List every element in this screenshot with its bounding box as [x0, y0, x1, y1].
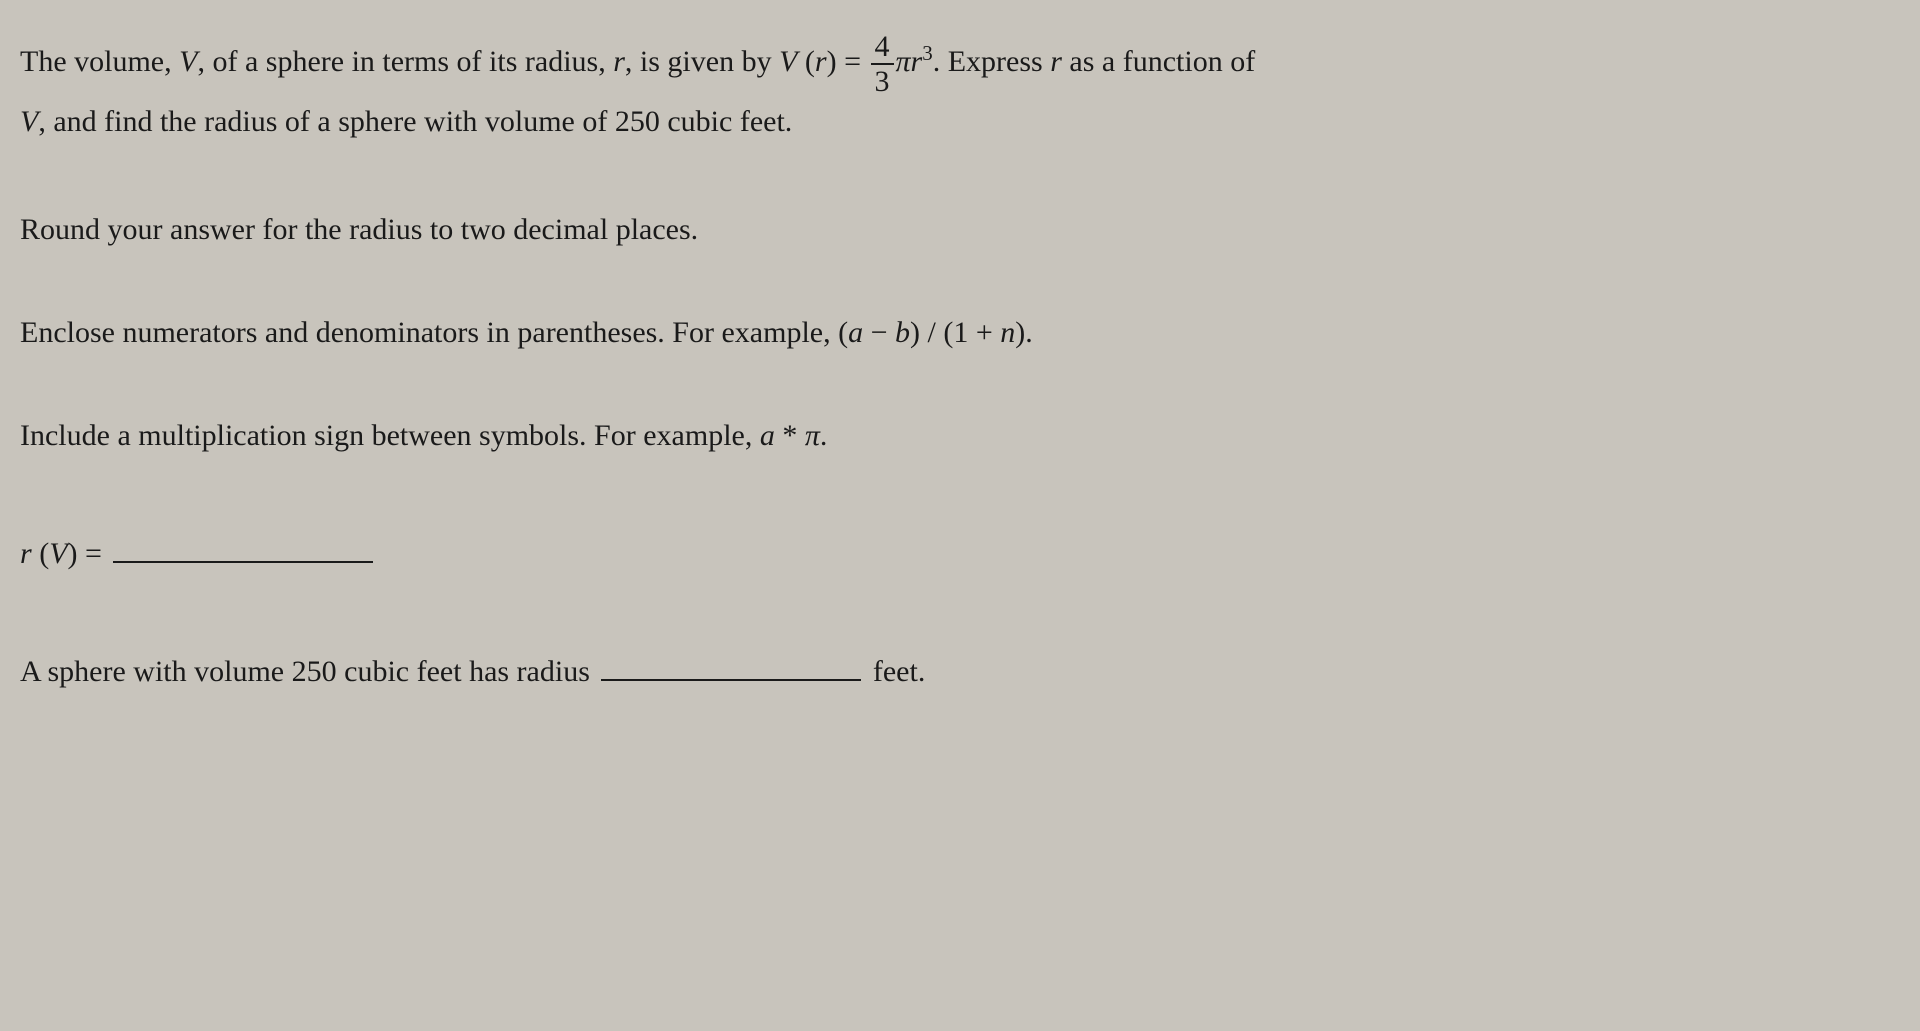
example-pi: π: [805, 419, 820, 452]
paren-close-equals: ) =: [827, 45, 869, 78]
r-base: r: [911, 45, 923, 78]
variable-r: r: [613, 45, 625, 78]
volume-number: 250: [615, 105, 660, 138]
variable-V: V: [20, 105, 38, 138]
problem-document: The volume, V, of a sphere in terms of i…: [20, 30, 1900, 696]
volume-number: 250: [292, 655, 337, 688]
instruction-rounding: Round your answer for the radius to two …: [20, 206, 1900, 254]
variable-V: V: [179, 45, 197, 78]
example-fraction: (a − b) / (1 + n): [838, 316, 1025, 349]
answer-radius: A sphere with volume 250 cubic feet has …: [20, 648, 1900, 696]
instruction-multiplication: Include a multiplication sign between sy…: [20, 412, 1900, 460]
pi-symbol: π: [896, 45, 911, 78]
text-segment: .: [820, 419, 828, 452]
text-segment: feet.: [865, 655, 925, 688]
function-arg-V: V: [49, 537, 67, 570]
instruction-parentheses: Enclose numerators and denominators in p…: [20, 309, 1900, 357]
function-r: r: [20, 537, 32, 570]
text-segment: , and find the radius of a sphere with v…: [38, 105, 615, 138]
denominator: 3: [871, 65, 894, 98]
paren-open: (: [797, 45, 815, 78]
variable-r: r: [1050, 45, 1062, 78]
answer-function: r (V) =: [20, 530, 1900, 578]
fraction-four-thirds: 43: [871, 30, 894, 98]
text-segment: Round your answer for the radius to two …: [20, 213, 698, 246]
function-arg: r: [815, 45, 827, 78]
numerator: 4: [871, 30, 894, 65]
answer-blank-function[interactable]: [113, 530, 373, 563]
function-V: V: [779, 45, 797, 78]
example-a: a: [760, 419, 775, 452]
problem-statement: The volume, V, of a sphere in terms of i…: [20, 30, 1900, 146]
text-segment: cubic feet has radius: [337, 655, 598, 688]
exponent-3: 3: [922, 41, 933, 65]
text-segment: as a function of: [1062, 45, 1255, 78]
example-star: *: [775, 419, 805, 452]
text-segment: , of a sphere in terms of its radius,: [197, 45, 613, 78]
text-segment: Enclose numerators and denominators in p…: [20, 316, 838, 349]
text-segment: The volume,: [20, 45, 179, 78]
text-segment: .: [1025, 316, 1033, 349]
paren-open: (: [32, 537, 50, 570]
text-segment: , is given by: [625, 45, 779, 78]
answer-blank-radius[interactable]: [601, 648, 861, 681]
text-segment: A sphere with volume: [20, 655, 292, 688]
text-segment: Include a multiplication sign between sy…: [20, 419, 760, 452]
paren-close-equals: ) =: [68, 537, 110, 570]
text-segment: . Express: [933, 45, 1050, 78]
text-segment: cubic feet.: [660, 105, 792, 138]
